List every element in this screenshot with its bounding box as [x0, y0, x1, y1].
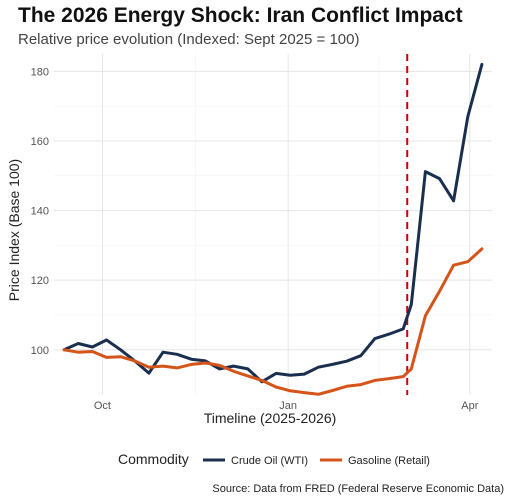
x-tick-label: Oct — [94, 400, 111, 412]
legend-title: Commodity — [118, 451, 189, 467]
x-axis-ticks: Oct Jan Apr — [94, 400, 479, 412]
x-axis-title: Timeline (2025-2026) — [204, 410, 337, 426]
legend-label-crude-oil: Crude Oil (WTI) — [231, 455, 308, 467]
y-tick-label: 180 — [31, 66, 49, 78]
legend: Commodity Crude Oil (WTI) Gasoline (Retai… — [118, 451, 430, 467]
chart-title: The 2026 Energy Shock: Iran Conflict Imp… — [18, 4, 463, 27]
x-tick-label: Jan — [279, 400, 297, 412]
legend-label-gasoline: Gasoline (Retail) — [348, 455, 430, 467]
x-tick-label: Apr — [461, 400, 478, 412]
series-line-gasoline — [62, 247, 484, 396]
y-tick-label: 140 — [31, 206, 49, 218]
y-tick-label: 120 — [31, 275, 49, 287]
grid-lines — [54, 54, 492, 395]
y-tick-label: 100 — [31, 345, 49, 357]
y-axis-title: Price Index (Base 100) — [6, 159, 22, 301]
series-lines — [62, 62, 484, 396]
y-axis-ticks: 100 120 140 160 180 — [31, 66, 49, 356]
source-caption: Source: Data from FRED (Federal Reserve … — [212, 483, 504, 495]
chart-subtitle: Relative price evolution (Indexed: Sept … — [18, 31, 360, 48]
y-tick-label: 160 — [31, 136, 49, 148]
